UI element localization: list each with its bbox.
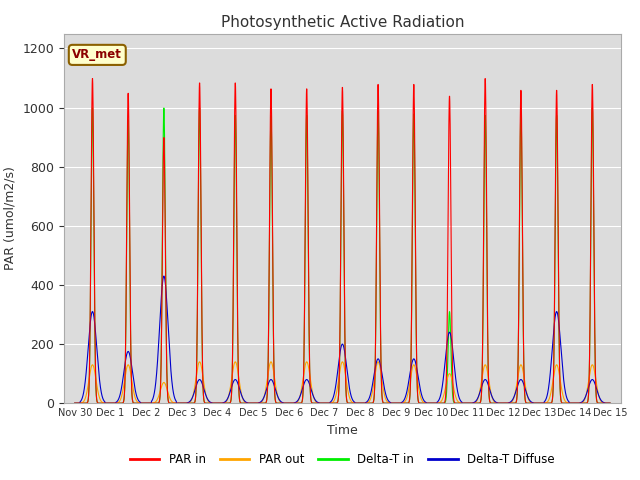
PAR out	[71, 400, 79, 406]
PAR out	[606, 400, 614, 406]
PAR in	[164, 394, 172, 399]
Line: PAR out: PAR out	[75, 362, 610, 403]
Delta-T in	[596, 400, 604, 406]
Legend: PAR in, PAR out, Delta-T in, Delta-T Diffuse: PAR in, PAR out, Delta-T in, Delta-T Dif…	[125, 449, 560, 471]
Delta-T in	[538, 400, 546, 406]
Y-axis label: PAR (umol/m2/s): PAR (umol/m2/s)	[4, 167, 17, 270]
Delta-T Diffuse	[132, 390, 140, 396]
PAR in	[606, 400, 614, 406]
Delta-T in	[300, 381, 307, 387]
Delta-T in	[132, 400, 140, 406]
PAR in	[89, 76, 97, 82]
PAR out	[164, 388, 172, 394]
Delta-T Diffuse	[276, 398, 284, 404]
Text: VR_met: VR_met	[72, 48, 122, 61]
Delta-T in	[88, 105, 96, 111]
PAR out	[538, 400, 546, 406]
Line: PAR in: PAR in	[75, 79, 610, 403]
Delta-T Diffuse	[160, 273, 168, 279]
PAR in	[276, 400, 284, 406]
PAR in	[596, 400, 604, 406]
Delta-T in	[276, 400, 284, 406]
PAR out	[196, 359, 204, 365]
PAR in	[71, 400, 79, 406]
Delta-T Diffuse	[596, 395, 604, 401]
Delta-T in	[606, 400, 614, 406]
Line: Delta-T in: Delta-T in	[75, 108, 610, 403]
PAR out	[276, 399, 284, 405]
PAR in	[538, 400, 546, 406]
Delta-T in	[71, 400, 79, 406]
PAR in	[300, 379, 307, 385]
Delta-T Diffuse	[538, 400, 546, 406]
X-axis label: Time: Time	[327, 424, 358, 437]
PAR out	[596, 396, 604, 402]
Delta-T Diffuse	[300, 383, 307, 388]
Title: Photosynthetic Active Radiation: Photosynthetic Active Radiation	[221, 15, 464, 30]
Delta-T Diffuse	[606, 400, 614, 406]
PAR out	[132, 396, 140, 402]
Delta-T Diffuse	[71, 400, 79, 406]
PAR in	[132, 400, 140, 406]
PAR out	[300, 373, 307, 379]
Delta-T in	[164, 393, 172, 398]
Line: Delta-T Diffuse: Delta-T Diffuse	[75, 276, 610, 403]
Delta-T Diffuse	[164, 315, 172, 321]
